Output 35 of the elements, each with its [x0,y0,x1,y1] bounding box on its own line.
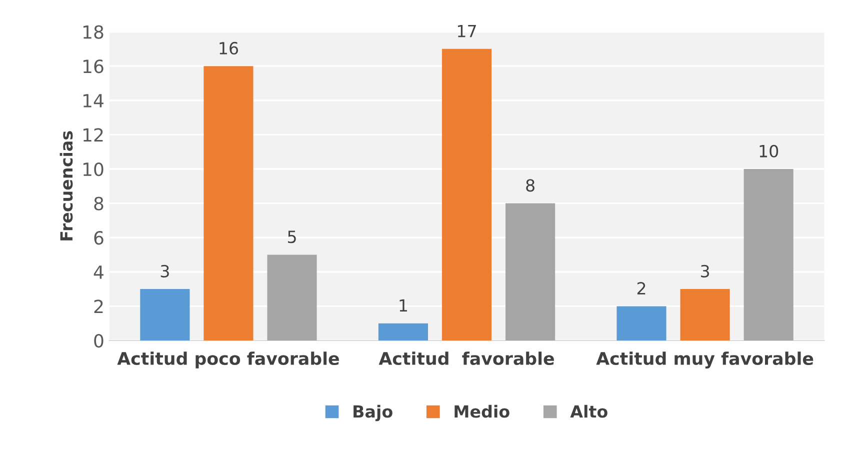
bar [378,323,428,340]
bar [267,254,317,340]
y-tick-label: 16 [83,60,104,74]
x-tick-label: Actitud muy favorable [596,352,814,369]
bar [506,203,556,340]
bar [744,168,794,340]
x-tick-label: Actitud poco favorable [117,352,339,368]
y-tick-label: 8 [94,196,104,210]
data-label: 17 [458,24,476,38]
data-label: 5 [288,230,296,244]
data-label: 16 [220,42,238,55]
legend-label: Bajo [354,404,392,422]
y-tick-label: 12 [83,128,103,142]
bar [616,306,666,340]
y-axis-title: Frecuencias [60,131,73,240]
bar [442,48,492,340]
y-tick-label: 2 [94,300,103,314]
data-label: 8 [526,179,534,192]
y-tick-label: 18 [83,25,104,39]
data-label: 3 [160,264,169,278]
y-tick-label: 10 [83,162,104,176]
legend-label: Alto [570,404,608,418]
bar [140,289,190,340]
bar [204,66,254,340]
bar [680,289,730,340]
data-label: 2 [637,282,646,294]
y-tick-label: 6 [94,231,104,245]
data-label: 10 [760,144,778,158]
x-tick-label: Actitud favorable [378,352,554,366]
data-label: 1 [400,299,407,312]
y-tick-label: 4 [94,266,104,279]
legend-label: Medio [454,404,510,418]
data-label: 3 [701,264,710,278]
y-tick-label: 14 [83,94,104,108]
y-tick-label: 0 [94,334,104,348]
